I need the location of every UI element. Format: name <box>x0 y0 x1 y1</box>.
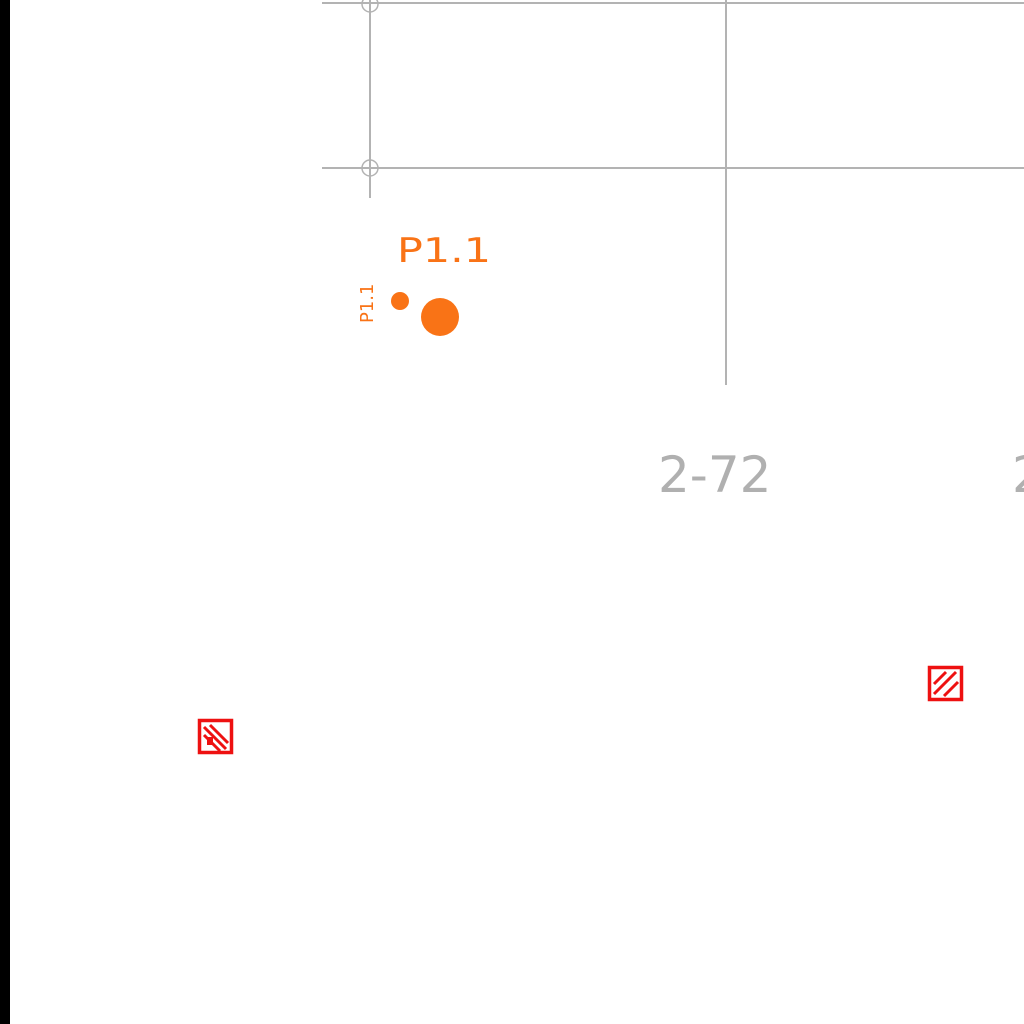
grid-node-circle <box>361 0 379 13</box>
survey-point-large[interactable] <box>421 298 459 336</box>
parcel-label-partial: 2 <box>1012 446 1024 504</box>
left-panel-edge <box>0 0 10 1024</box>
parcel-label: 2-72 <box>658 446 771 504</box>
grid-node-circle <box>361 159 379 177</box>
grid-lines <box>322 0 1024 385</box>
hatched-square-marker-icon[interactable] <box>927 665 964 702</box>
hatched-square-marker-icon[interactable] <box>197 718 234 755</box>
point-label-small-vertical: P1.1 <box>357 284 378 323</box>
survey-point-small[interactable] <box>391 292 409 310</box>
point-label-large: P1.1 <box>397 231 491 271</box>
